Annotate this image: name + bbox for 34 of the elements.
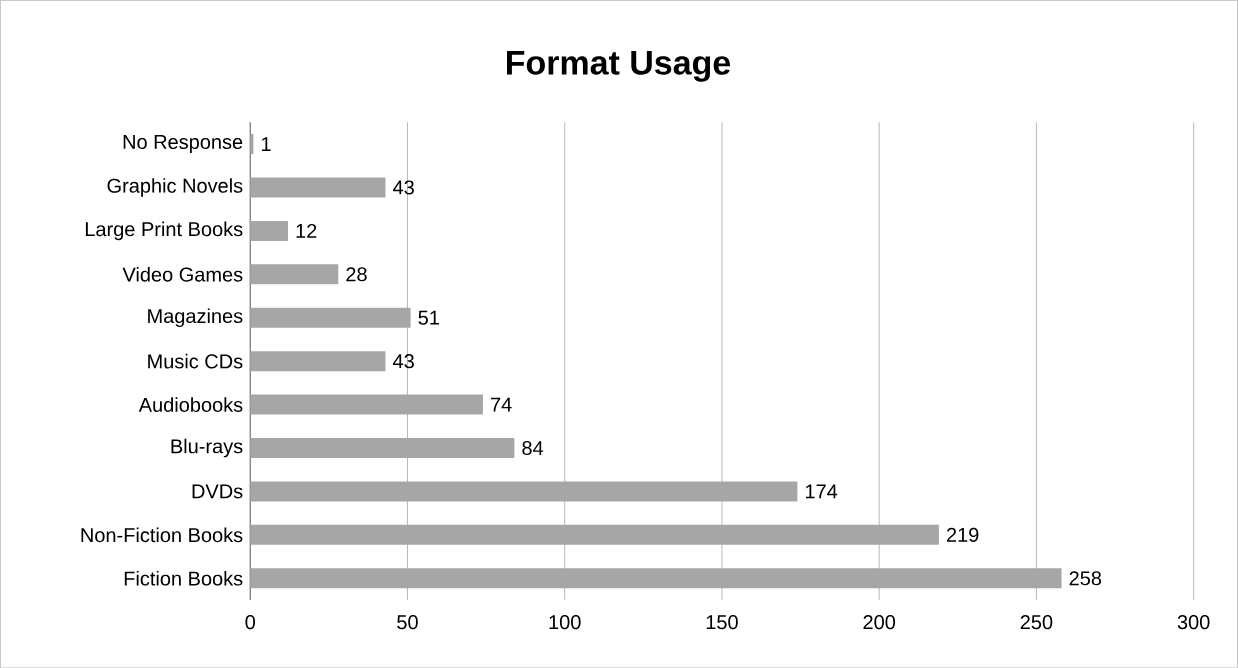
y-tick-label: Music CDs (148, 353, 243, 369)
y-tick-label: Large Print Books (85, 221, 243, 241)
x-tick-label: 100 (549, 614, 581, 630)
data-label: 174 (806, 484, 838, 499)
y-tick-label: Audiobooks (138, 397, 243, 412)
x-tick-label: 50 (397, 614, 418, 630)
y-tick-label: Magazines (148, 308, 243, 327)
chart-title: Format Usage (507, 50, 731, 82)
y-tick-label: Blu-rays (171, 438, 243, 458)
data-label: 28 (346, 267, 367, 282)
bar (250, 264, 339, 285)
bar (250, 177, 386, 198)
data-label: 12 (296, 223, 317, 238)
x-tick-label: 200 (863, 614, 896, 630)
data-label: 219 (946, 527, 979, 542)
bar (250, 220, 288, 241)
x-tick-label: 0 (245, 614, 256, 630)
x-tick-label: 150 (706, 614, 738, 630)
data-label: 43 (392, 180, 414, 195)
data-label: 258 (1069, 571, 1102, 586)
y-tick-label: Graphic Novels (107, 177, 243, 197)
y-tick-label: Video Games (122, 266, 243, 282)
data-label: 43 (392, 353, 414, 369)
y-tick-label: No Response (123, 134, 243, 153)
x-tick-label: 300 (1177, 614, 1210, 630)
bar (250, 351, 386, 371)
data-label: 74 (491, 397, 512, 412)
data-label: 1 (261, 136, 271, 151)
x-tick-label: 250 (1020, 614, 1053, 630)
y-tick-label: DVDs (192, 484, 243, 499)
y-tick-label: Non-Fiction Books (81, 527, 243, 543)
y-tick-label: Fiction Books (124, 570, 243, 586)
data-label: 84 (522, 440, 544, 455)
data-label: 51 (418, 310, 439, 325)
